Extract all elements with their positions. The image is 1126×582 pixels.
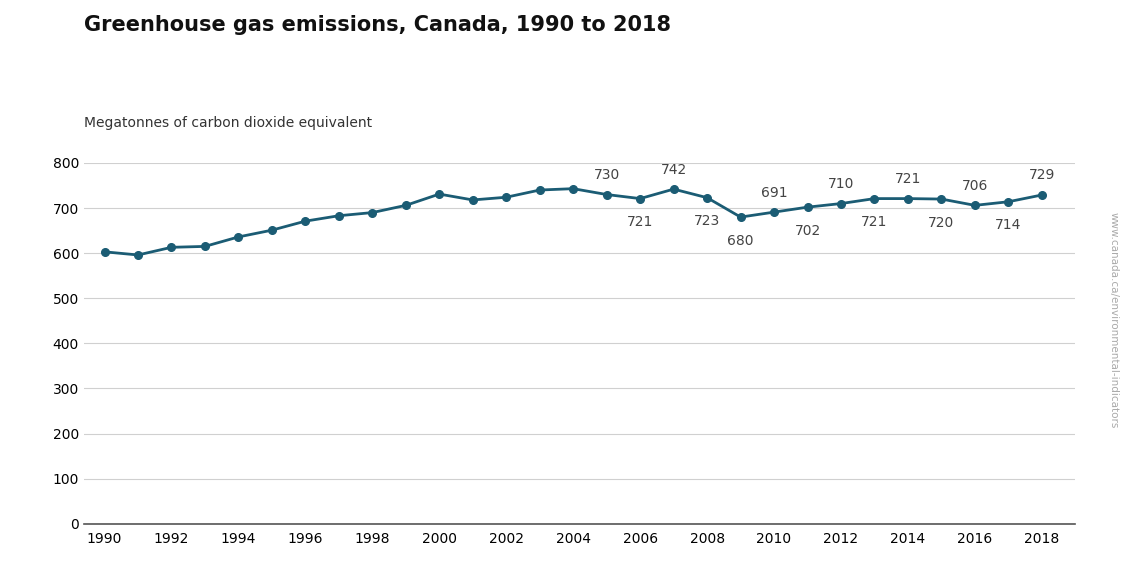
Text: 729: 729 (1029, 168, 1055, 183)
Text: 720: 720 (928, 216, 955, 230)
Text: 721: 721 (627, 215, 653, 229)
Text: 721: 721 (895, 172, 921, 186)
Text: 723: 723 (694, 214, 721, 228)
Text: 730: 730 (593, 168, 619, 182)
Text: Greenhouse gas emissions, Canada, 1990 to 2018: Greenhouse gas emissions, Canada, 1990 t… (84, 15, 671, 34)
Text: www.canada.ca/environmental-indicators: www.canada.ca/environmental-indicators (1108, 212, 1118, 428)
Text: 702: 702 (795, 224, 821, 238)
Text: 710: 710 (828, 177, 855, 191)
Text: 742: 742 (661, 162, 687, 176)
Text: 721: 721 (861, 215, 887, 229)
Text: 714: 714 (995, 218, 1021, 232)
Text: 691: 691 (761, 186, 787, 200)
Text: Megatonnes of carbon dioxide equivalent: Megatonnes of carbon dioxide equivalent (84, 116, 373, 130)
Text: 680: 680 (727, 234, 753, 248)
Text: 706: 706 (962, 179, 989, 193)
